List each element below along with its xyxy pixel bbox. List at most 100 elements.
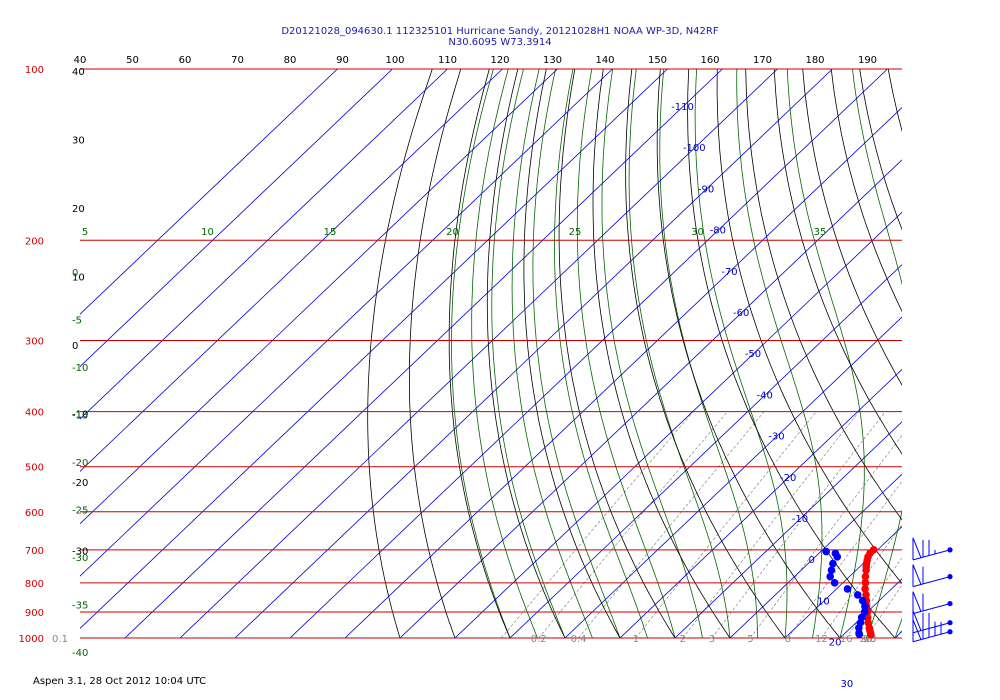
mixing-ratio-label: 8 [785, 634, 791, 645]
wind-barb [912, 610, 953, 634]
dewpoint-point [858, 596, 867, 605]
moist-adiabat-label: 20 [446, 227, 459, 238]
isotherm-label: 20 [829, 638, 842, 649]
moist-adiabat-line [471, 69, 538, 638]
isotherm-label: -20 [780, 473, 796, 484]
chart-title: D20121028_094630.1 112325101 Hurricane S… [281, 26, 719, 37]
dry-adiabat-line [448, 69, 511, 638]
isotherm-line [784, 526, 902, 638]
isotherm-label: -50 [745, 349, 761, 360]
moist-adiabat-line [786, 69, 865, 638]
moist-adiabat-line [451, 69, 511, 638]
moist-adiabat-line [511, 69, 593, 638]
top-axis-label: 100 [385, 55, 404, 66]
mixing-ratio-label: 3 [709, 634, 715, 645]
moist-adiabat-line [532, 69, 621, 638]
moist-adiabat-label: 15 [324, 227, 337, 238]
top-axis-label: 120 [490, 55, 509, 66]
moist-adiabat-label: 10 [201, 227, 214, 238]
pressure-tick-label: 100 [25, 65, 44, 76]
dry-adiabat-line [859, 69, 902, 231]
dry-adiabat-lines [367, 69, 902, 638]
isotherm-line [289, 69, 888, 638]
dry-adiabat-line [558, 69, 676, 638]
moist-adiabat-label: -40 [72, 648, 88, 659]
dry-adiabat-label: -20 [72, 478, 88, 489]
dewpoint-point [829, 559, 837, 568]
isotherm-line [509, 264, 902, 638]
isotherm-line [344, 106, 902, 638]
mixing-ratio-label: 0.4 [571, 634, 587, 645]
wind-barb-shaft [912, 576, 951, 588]
isotherm-line [619, 368, 902, 638]
dry-adiabat-label: -30 [72, 547, 88, 558]
moist-adiabat-line [601, 69, 703, 638]
moist-adiabat-label: 25 [569, 227, 582, 238]
mixing-ratio-line [930, 412, 1000, 638]
isotherm-label: 10 [817, 596, 830, 607]
dry-adiabat-line [802, 69, 902, 386]
isotherm-label: -80 [710, 226, 726, 237]
top-axis-label: 190 [858, 55, 877, 66]
temperature-point [862, 566, 870, 574]
isobar-lines [80, 68, 902, 639]
pressure-tick-label: 800 [25, 579, 44, 590]
mixing-ratio-label: 28 [864, 634, 877, 645]
top-axis-label: 70 [231, 55, 244, 66]
isotherm-label: -70 [721, 267, 737, 278]
wind-barb-shaft [912, 603, 951, 615]
moist-adiabat-label: -30 [72, 553, 88, 564]
dry-adiabat-line [367, 69, 433, 638]
pressure-tick-label: 400 [25, 408, 44, 419]
mixing-ratio-label: 20 [860, 634, 873, 645]
dry-adiabat-line [830, 69, 902, 313]
top-axis-label: 50 [126, 55, 139, 66]
moist-adiabat-label: 30 [691, 227, 704, 238]
dry-adiabat-line [745, 69, 902, 521]
isotherm-line [674, 421, 902, 638]
mixing-ratio-label: 2 [680, 634, 686, 645]
isotherm-line [80, 69, 503, 472]
isotherm-line [950, 69, 1000, 638]
moist-adiabat-label: -20 [72, 458, 88, 469]
top-axis-label: 80 [284, 55, 297, 66]
moist-adiabat-line [736, 69, 823, 638]
wind-barb [912, 619, 953, 643]
wind-barb [912, 564, 953, 588]
moist-adiabat-label: -15 [72, 411, 88, 422]
footer-timestamp: Aspen 3.1, 28 Oct 2012 10:04 UTC [33, 676, 207, 687]
mixing-ratio-line [821, 523, 902, 638]
dewpoint-point [833, 553, 842, 561]
dewpoint-point [853, 591, 862, 599]
moist-adiabat-label: 35 [814, 227, 827, 238]
dry-adiabat-line [409, 69, 462, 638]
dewpoint-point [827, 566, 836, 574]
top-axis-label: 130 [543, 55, 562, 66]
isotherm-line [80, 69, 668, 630]
isotherm-label: 0 [809, 555, 815, 566]
dry-adiabat-line [716, 69, 902, 585]
mixing-ratio-label: 5 [747, 634, 753, 645]
mixing-ratio-label: 16 [840, 634, 853, 645]
isotherm-line [80, 69, 448, 420]
moist-adiabat-line [576, 69, 676, 638]
dry-adiabat-label: 30 [72, 136, 85, 147]
top-axis-label: 110 [438, 55, 457, 66]
isotherm-label: -10 [792, 514, 808, 525]
isotherm-label: 30 [841, 679, 854, 690]
top-axis-label: 140 [595, 55, 614, 66]
dry-adiabat-label: 40 [72, 67, 85, 78]
temperature-point [862, 591, 870, 599]
chart-subtitle: N30.6095 W73.3914 [448, 37, 552, 48]
dry-adiabat-line [773, 69, 902, 455]
dry-adiabat-label: 10 [72, 273, 85, 284]
wind-barb-pennant [912, 591, 922, 614]
top-axis-label: 170 [753, 55, 772, 66]
pressure-tick-label: 700 [25, 546, 44, 557]
wind-barb-shaft [912, 622, 951, 634]
moist-adiabat-line [554, 69, 648, 638]
wind-barbs [912, 537, 953, 643]
dry-adiabat-label: 20 [72, 204, 85, 215]
isotherm-label: -100 [683, 143, 706, 154]
